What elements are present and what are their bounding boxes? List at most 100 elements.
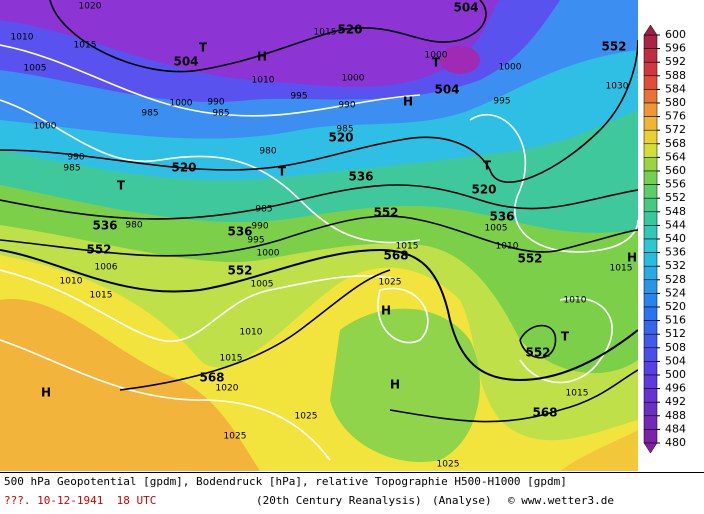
colorbar-label: 516 — [665, 314, 686, 327]
map-label: 568 — [383, 249, 408, 263]
colorbar-label: 484 — [665, 422, 686, 435]
map-label: 1025 — [224, 432, 247, 442]
colorbar-label: 532 — [665, 259, 686, 272]
colorbar-swatch — [643, 415, 658, 430]
map-label: 1000 — [170, 99, 193, 109]
colorbar-label: 596 — [665, 42, 686, 55]
map-label: 504 — [434, 83, 459, 97]
map-label: 1010 — [60, 277, 83, 287]
map-label: H — [381, 304, 391, 318]
map-label: 1015 — [74, 41, 97, 51]
map-label: 1015 — [396, 242, 419, 252]
map-label: T — [483, 159, 492, 173]
map-label: 504 — [453, 1, 478, 15]
map-label: 552 — [517, 252, 542, 266]
mode: (Analyse) — [432, 494, 492, 507]
map-label: 520 — [171, 161, 196, 175]
map-label: T — [432, 56, 441, 70]
colorbar-label: 592 — [665, 55, 686, 68]
colorbar-swatch — [643, 293, 658, 308]
colorbar-swatch — [643, 102, 658, 117]
map-label: 990 — [338, 101, 355, 111]
map-label: 985 — [212, 109, 229, 119]
map-label: 1020 — [79, 2, 102, 12]
map-label: 520 — [328, 131, 353, 145]
colorbar-label: 572 — [665, 123, 686, 136]
colorbar-swatch — [643, 306, 658, 321]
map-label: 980 — [125, 221, 142, 231]
map-label: 552 — [86, 243, 111, 257]
colorbar-swatch — [643, 61, 658, 77]
map-label: 985 — [336, 125, 353, 135]
map-label: 1005 — [251, 280, 274, 290]
colorbar-cap — [643, 24, 658, 36]
credit: © www.wetter3.de — [508, 494, 614, 507]
map-label: 985 — [255, 205, 272, 215]
map-label: 520 — [337, 23, 362, 37]
colorbar-swatch — [643, 279, 658, 294]
colorbar-swatch — [643, 129, 658, 145]
map-label: 1010 — [564, 296, 587, 306]
map-label: 985 — [141, 109, 158, 119]
colorbar-label: 492 — [665, 395, 686, 408]
colorbar-swatch — [643, 238, 658, 253]
map-label: 1005 — [485, 224, 508, 234]
map-label: 552 — [525, 346, 550, 360]
colorbar-swatch — [643, 374, 658, 389]
colorbar: 6005965925885845805765725685645605565525… — [643, 24, 686, 454]
colorbar-swatch — [643, 225, 658, 240]
colorbar-swatch — [643, 157, 658, 172]
colorbar-label: 536 — [665, 246, 686, 259]
map-label: 995 — [247, 236, 264, 246]
map-label: H — [403, 95, 413, 109]
map-label: T — [199, 41, 208, 55]
colorbar-label: 564 — [665, 150, 686, 163]
map-label: 536 — [92, 219, 117, 233]
colorbar-label: 580 — [665, 96, 686, 109]
map-label: T — [561, 330, 570, 344]
map-label: 995 — [290, 92, 307, 102]
colorbar-swatch — [643, 75, 658, 90]
map-label: 1000 — [34, 122, 57, 132]
colorbar-swatch — [643, 252, 658, 267]
colorbar-label: 508 — [665, 341, 686, 354]
map-label: 504 — [173, 55, 198, 69]
colorbar-label: 544 — [665, 218, 686, 231]
date: ???. 10-12-1941 18 UTC — [4, 494, 157, 507]
colorbar-label: 528 — [665, 273, 686, 286]
colorbar-swatch — [643, 184, 658, 199]
colorbar-label: 480 — [665, 436, 686, 449]
map-label: 1010 — [240, 328, 263, 338]
colorbar-label: 540 — [665, 232, 686, 245]
map-label: 1030 — [606, 82, 629, 92]
colorbar-swatch — [643, 48, 658, 63]
colorbar-label: 488 — [665, 409, 686, 422]
colorbar-swatch — [643, 211, 658, 226]
colorbar-swatch — [643, 170, 658, 185]
map-label: 536 — [348, 170, 373, 184]
map-label: 1006 — [95, 263, 118, 273]
map-label: 980 — [259, 147, 276, 157]
colorbar-swatch — [643, 401, 658, 417]
colorbar-swatch — [643, 89, 658, 104]
map-label: 1000 — [342, 74, 365, 84]
map-label: 520 — [471, 183, 496, 197]
map-label: H — [41, 386, 51, 400]
colorbar-cap — [643, 442, 658, 454]
map-label: 1020 — [216, 384, 239, 394]
isobars — [0, 44, 638, 461]
colorbar-label: 556 — [665, 178, 686, 191]
colorbar-label: 576 — [665, 110, 686, 123]
colorbar-label: 552 — [665, 191, 686, 204]
map-label: T — [117, 179, 126, 193]
colorbar-swatch — [643, 333, 658, 349]
map-label: 1010 — [496, 242, 519, 252]
colorbar-swatch — [643, 429, 658, 444]
map-label: 552 — [227, 264, 252, 278]
map-label: 1010 — [252, 76, 275, 86]
map-label: 1025 — [379, 278, 402, 288]
colorbar-swatch — [643, 265, 658, 281]
map-label: H — [390, 378, 400, 392]
map-label: 1000 — [257, 249, 280, 259]
